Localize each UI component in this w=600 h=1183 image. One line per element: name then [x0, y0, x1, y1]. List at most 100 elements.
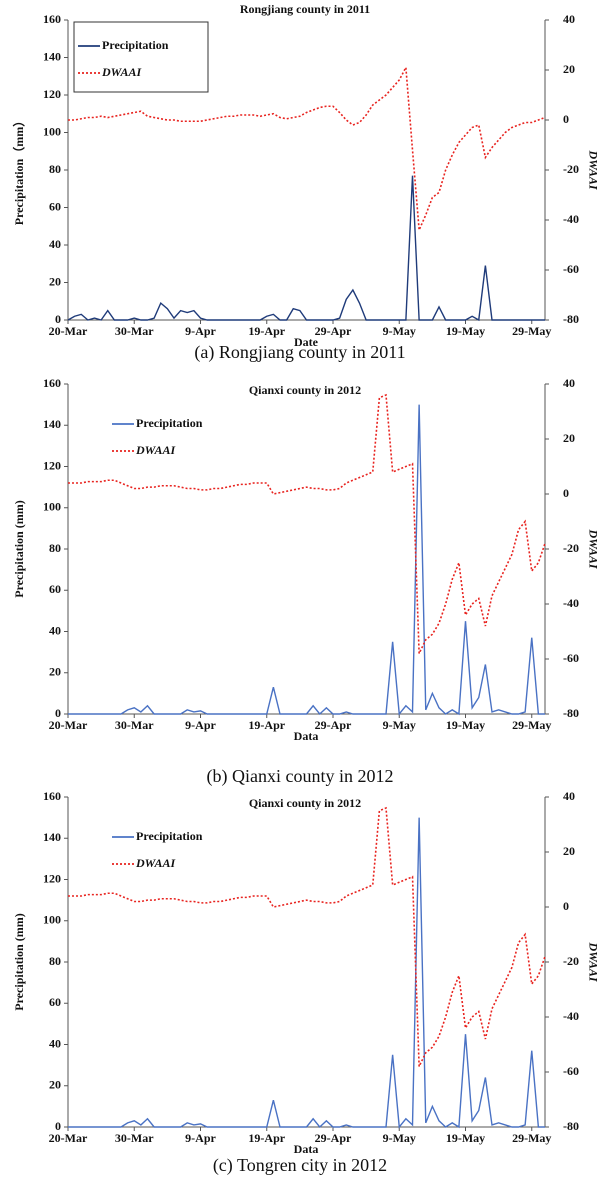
y-tick-label: 40	[49, 623, 61, 637]
y-tick-label: 100	[43, 124, 61, 138]
y-tick-label: 20	[49, 665, 61, 679]
y-tick-label: 40	[49, 1036, 61, 1050]
y2-axis-label: DWAAI	[586, 528, 600, 569]
y2-tick-label: -40	[563, 1009, 579, 1023]
caption: (c) Tongren city in 2012	[213, 1155, 387, 1176]
x-tick-label: 9-Apr	[185, 718, 216, 732]
y-axis-label: Precipitation (mm)	[12, 913, 26, 1010]
y-tick-label: 160	[43, 12, 61, 26]
legend-label: Precipitation	[102, 38, 169, 52]
y2-tick-label: 0	[563, 112, 569, 126]
y-tick-label: 140	[43, 830, 61, 844]
x-tick-label: 19-Apr	[248, 324, 285, 338]
y-tick-label: 80	[49, 954, 61, 968]
x-tick-label: 29-May	[512, 324, 551, 338]
y2-tick-label: -80	[563, 1119, 579, 1133]
x-tick-label: 9-May	[383, 718, 416, 732]
series-line	[68, 817, 545, 1129]
y-tick-label: 60	[49, 582, 61, 596]
x-tick-label: 30-Mar	[115, 1131, 154, 1145]
chart-title: Rongjiang county in 2011	[240, 2, 370, 16]
y2-tick-label: 0	[563, 486, 569, 500]
chart: Qianxi county in 2012 0 20 40 60 80 100 120 140 1…	[12, 789, 600, 1176]
y2-tick-label: -60	[563, 262, 579, 276]
y2-tick-label: 40	[563, 376, 575, 390]
y-tick-label: 0	[55, 1119, 61, 1133]
legend-box	[73, 21, 209, 93]
y-tick-label: 120	[43, 871, 61, 885]
y-tick-label: 140	[43, 49, 61, 63]
caption: (a) Rongjiang county in 2011	[194, 342, 405, 363]
legend-label: DWAAI	[135, 443, 176, 457]
x-tick-label: 9-Apr	[185, 324, 216, 338]
y2-tick-label: 40	[563, 789, 575, 803]
y-tick-label: 120	[43, 458, 61, 472]
y-tick-label: 120	[43, 87, 61, 101]
y-tick-label: 80	[49, 162, 61, 176]
y-tick-label: 80	[49, 541, 61, 555]
x-tick-label: 9-Apr	[185, 1131, 216, 1145]
y-tick-label: 0	[55, 706, 61, 720]
series-line	[68, 404, 545, 716]
y2-tick-label: -60	[563, 651, 579, 665]
y2-tick-label: -20	[563, 162, 579, 176]
x-tick-label: 29-May	[512, 718, 551, 732]
x-tick-label: 19-May	[446, 1131, 485, 1145]
caption: (b) Qianxi county in 2012	[207, 766, 394, 787]
x-tick-label: 9-May	[383, 1131, 416, 1145]
chart: Rongjiang county in 2011 0 20 40 60 80 100 120 1…	[11, 2, 600, 363]
series-line	[67, 175, 545, 322]
y-tick-label: 20	[49, 274, 61, 288]
x-tick-label: 30-Mar	[115, 718, 154, 732]
x-axis-label: Data	[294, 1142, 319, 1156]
chart: Qianxi county in 2012 0 20 40 60 80 100 120 140 1…	[12, 376, 600, 787]
legend-label: DWAAI	[101, 65, 142, 79]
x-tick-label: 29-Apr	[315, 718, 352, 732]
y2-tick-label: -80	[563, 312, 579, 326]
y-tick-label: 40	[49, 237, 61, 251]
series-line	[68, 64, 546, 231]
y2-tick-label: 20	[563, 844, 575, 858]
y2-axis-label: DWAAI	[586, 149, 600, 190]
x-tick-label: 29-Apr	[315, 324, 352, 338]
x-axis-label: Date	[294, 335, 319, 349]
y2-tick-label: -40	[563, 212, 579, 226]
y-tick-label: 60	[49, 995, 61, 1009]
y2-tick-label: -40	[563, 596, 579, 610]
y-tick-label: 0	[55, 312, 61, 326]
legend-label: DWAAI	[135, 856, 176, 870]
y2-tick-label: -20	[563, 541, 579, 555]
x-tick-label: 9-May	[383, 324, 416, 338]
x-tick-label: 20-Mar	[49, 718, 88, 732]
x-tick-label: 20-Mar	[49, 1131, 88, 1145]
y2-tick-label: 40	[563, 12, 575, 26]
y2-tick-label: 0	[563, 899, 569, 913]
x-tick-label: 19-Apr	[248, 718, 285, 732]
x-tick-label: 19-Apr	[248, 1131, 285, 1145]
x-tick-label: 19-May	[446, 324, 485, 338]
y-axis-label: Precipitation (mm)	[12, 500, 26, 597]
y-tick-label: 100	[43, 500, 61, 514]
y-tick-label: 60	[49, 199, 61, 213]
y-tick-label: 20	[49, 1078, 61, 1092]
y-axis-label: Precipitation（mm）	[11, 115, 26, 225]
y2-tick-label: -60	[563, 1064, 579, 1078]
y2-tick-label: 20	[563, 62, 575, 76]
series-line	[68, 806, 546, 1067]
x-axis-label: Data	[294, 729, 319, 743]
y-tick-label: 160	[43, 376, 61, 390]
x-tick-label: 20-Mar	[49, 324, 88, 338]
x-tick-label: 30-Mar	[115, 324, 154, 338]
legend-label: Precipitation	[136, 829, 203, 843]
y2-tick-label: -20	[563, 954, 579, 968]
y-tick-label: 160	[43, 789, 61, 803]
x-tick-label: 29-May	[512, 1131, 551, 1145]
legend-label: Precipitation	[136, 416, 203, 430]
y2-axis-label: DWAAI	[586, 941, 600, 982]
y-tick-label: 140	[43, 417, 61, 431]
y2-tick-label: -80	[563, 706, 579, 720]
chart-title: Qianxi county in 2012	[249, 383, 361, 397]
chart-title: Qianxi county in 2012	[249, 796, 361, 810]
